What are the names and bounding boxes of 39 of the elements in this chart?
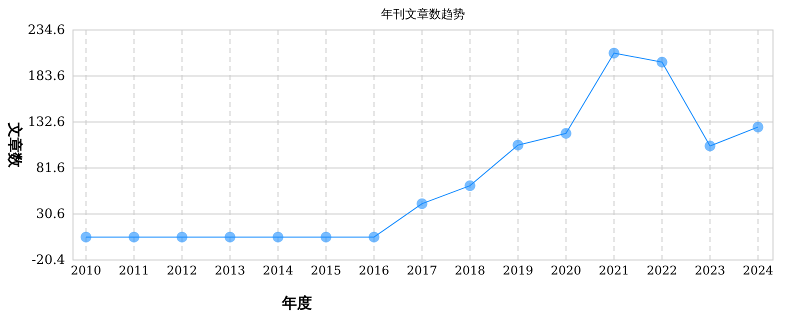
x-tick-label: 2018: [454, 264, 486, 278]
x-tick-label: 2020: [550, 264, 582, 278]
point: [224, 232, 236, 242]
x-tick-label: 2024: [742, 264, 774, 278]
x-tick-label: 2023: [694, 264, 726, 278]
point: [128, 232, 140, 242]
point: [176, 232, 188, 242]
point: [320, 232, 332, 242]
point: [368, 232, 380, 242]
x-tick-label: 2021: [598, 264, 630, 278]
x-tick-label: 2012: [166, 264, 198, 278]
x-tick-label: 2013: [214, 264, 246, 278]
point: [560, 128, 572, 139]
point: [608, 48, 620, 58]
y-tick-label: 132.6: [28, 115, 65, 130]
point: [752, 122, 764, 132]
point: [656, 56, 668, 68]
x-tick-label: 2017: [406, 264, 438, 278]
point: [80, 232, 92, 242]
x-tick-label: 2019: [502, 264, 534, 278]
y-tick-label: 234.6: [28, 23, 65, 38]
x-tick-label: 2014: [262, 264, 294, 278]
y-tick-label: -20.4: [32, 253, 65, 268]
x-tick-label: 2022: [646, 264, 678, 278]
chart-title: 年刊文章数趋势: [381, 7, 465, 21]
x-axis-title: 年度: [281, 294, 312, 312]
y-axis-title: 文章数: [6, 122, 24, 168]
point: [272, 232, 284, 242]
x-tick-label: 2011: [118, 264, 150, 278]
x-tick-label: 2016: [358, 264, 390, 278]
point: [512, 140, 524, 150]
y-tick-label: 30.6: [36, 207, 65, 222]
point: [704, 140, 716, 152]
x-tick-label: 2010: [70, 264, 102, 278]
point: [416, 198, 428, 210]
x-tick-label: 2015: [310, 264, 342, 278]
point: [464, 180, 476, 192]
y-tick-label: 183.6: [28, 69, 65, 84]
y-tick-label: 81.6: [36, 161, 65, 176]
